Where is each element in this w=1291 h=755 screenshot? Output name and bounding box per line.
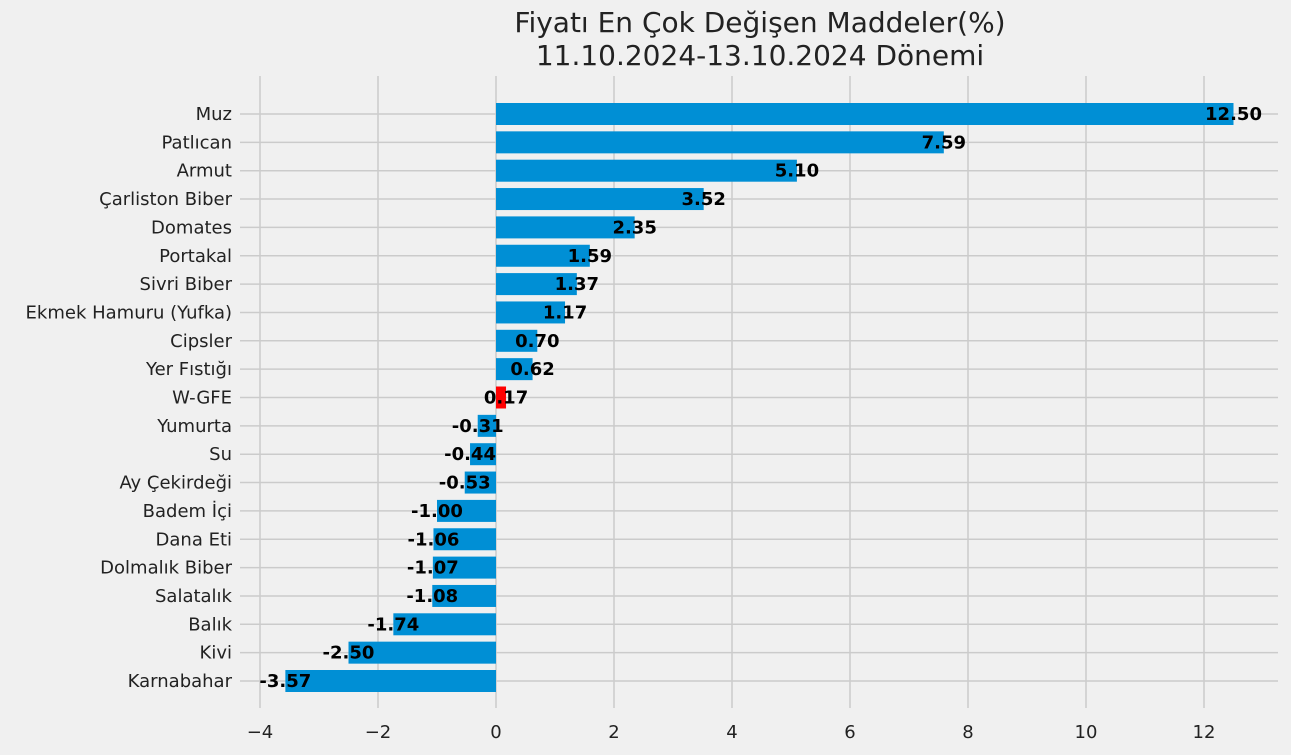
bar-value-label: -2.50 (323, 643, 375, 664)
bar-value-label: -0.53 (439, 473, 491, 494)
bar-value-label: 2.35 (612, 217, 656, 238)
bar-value-label: -1.00 (411, 501, 463, 522)
bar-value-label: 7.59 (922, 132, 966, 153)
y-tick-label: Muz (196, 104, 232, 125)
bar-value-label: 5.10 (775, 161, 819, 182)
y-tick-label: Ay Çekirdeği (119, 473, 232, 494)
bar (496, 244, 590, 267)
y-tick-label: Balık (188, 614, 232, 635)
bar-value-label: -1.08 (406, 586, 458, 607)
bars (285, 103, 1234, 692)
y-tick-label: Armut (177, 161, 232, 182)
y-tick-label: Ekmek Hamuru (Yufka) (26, 302, 232, 323)
bar-value-label: -1.07 (407, 558, 459, 579)
bar (477, 414, 496, 437)
bar (285, 670, 496, 692)
bar-value-label: 12.50 (1205, 104, 1262, 125)
bar (496, 329, 538, 352)
y-tick-label: Sivri Biber (140, 274, 233, 295)
bar-value-label: -1.06 (408, 529, 460, 550)
bar (433, 528, 496, 551)
y-tick-label: Domates (151, 217, 232, 238)
bar (496, 358, 533, 381)
bar (496, 188, 704, 211)
bar-value-label: -0.44 (444, 444, 496, 465)
y-tick-label: Su (209, 444, 232, 465)
y-tick-label: Karnabahar (128, 671, 233, 692)
bar (432, 584, 496, 607)
x-tick-label: −4 (247, 722, 274, 743)
bar (437, 499, 496, 522)
bar (496, 103, 1234, 125)
chart-subtitle: 11.10.2024-13.10.2024 Dönemi (536, 39, 984, 72)
bar (432, 556, 496, 579)
grid-lines (240, 76, 1278, 708)
y-tick-label: W-GFE (172, 388, 232, 409)
x-tick-label: 4 (726, 722, 737, 743)
y-tick-label: Portakal (159, 246, 232, 267)
x-tick-label: 10 (1075, 722, 1098, 743)
bar (496, 159, 797, 182)
x-tick-label: 0 (490, 722, 501, 743)
bar-value-label: 0.17 (484, 388, 528, 409)
bar-value-label: 0.70 (515, 331, 559, 352)
y-tick-label: Dana Eti (156, 529, 232, 550)
x-tick-labels: −4 −2 0 2 4 6 8 10 12 (247, 722, 1216, 743)
y-tick-label: Salatalık (155, 586, 233, 607)
bar-value-label: -3.57 (259, 671, 311, 692)
y-tick-label: Yumurta (156, 416, 232, 437)
x-tick-label: 12 (1193, 722, 1216, 743)
x-tick-label: 8 (962, 722, 973, 743)
bar-value-label: -1.74 (367, 614, 419, 635)
y-tick-label: Kivi (200, 643, 232, 664)
bar (393, 613, 496, 636)
x-tick-label: −2 (365, 722, 392, 743)
y-tick-label: Yer Fıstığı (145, 359, 232, 380)
y-tick-label: Çarliston Biber (99, 189, 232, 210)
bar (470, 443, 496, 466)
chart-title: Fiyatı En Çok Değişen Maddeler(%) (514, 6, 1005, 39)
bar (348, 641, 496, 664)
bar (496, 216, 635, 239)
bar (464, 471, 496, 494)
y-tick-labels: Muz Patlıcan Armut Çarliston Biber Domates Po… (26, 104, 233, 692)
bar (496, 301, 566, 324)
bar-value-label: -0.31 (452, 416, 504, 437)
y-tick-label: Patlıcan (162, 132, 232, 153)
bar-value-label: 1.37 (555, 274, 599, 295)
bar (496, 131, 944, 154)
data-labels: 12.50 7.59 5.10 3.52 2.351.59 1.37 1.17 0.70 0.6… (259, 104, 1262, 692)
bar (496, 273, 577, 296)
bar (496, 386, 507, 409)
y-tick-label: Badem İçi (143, 501, 232, 522)
bar-value-label: 3.52 (681, 189, 725, 210)
bar-value-label: 1.17 (543, 302, 587, 323)
x-tick-label: 6 (844, 722, 855, 743)
y-tick-label: Cipsler (170, 331, 232, 352)
y-tick-label: Dolmalık Biber (100, 558, 232, 579)
bar-value-label: 1.59 (568, 246, 612, 267)
bar-value-label: 0.62 (510, 359, 554, 380)
x-tick-label: 2 (608, 722, 619, 743)
